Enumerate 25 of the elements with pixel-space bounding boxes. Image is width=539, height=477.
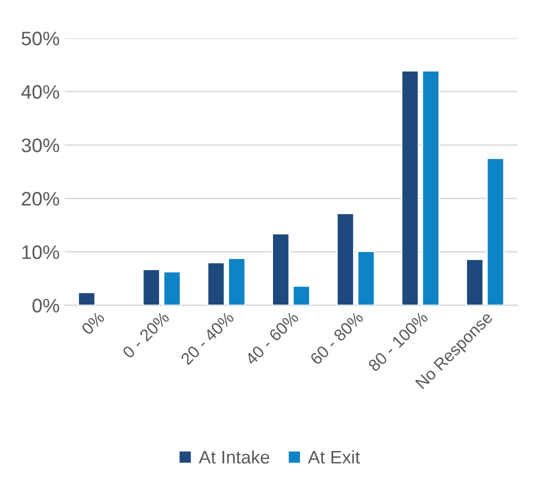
y-tick-label: 30%: [22, 138, 60, 152]
x-tick-label: 60 - 80%: [309, 310, 364, 366]
legend-label: At Intake: [198, 450, 270, 464]
bar: [400, 70, 420, 306]
bar: [292, 285, 311, 306]
y-tick-label: 40%: [21, 85, 60, 99]
x-tick-label: 40 - 60%: [244, 310, 300, 366]
bar: [142, 268, 160, 306]
bar: [272, 232, 290, 306]
y-tick-label: 50%: [22, 32, 60, 46]
y-tick-label: 20%: [22, 192, 60, 206]
bar: [206, 262, 226, 306]
bar: [228, 258, 246, 306]
bar: [78, 292, 96, 306]
x-tick-label: 0%: [80, 310, 106, 336]
bar: [356, 250, 376, 306]
bar: [466, 258, 484, 306]
legend-label: At Exit: [308, 450, 360, 464]
y-tick-label: 10%: [22, 245, 60, 260]
bar: [486, 158, 505, 306]
x-tick-label: 20 - 40%: [180, 310, 235, 366]
y-tick-label: 0%: [32, 298, 60, 313]
bar: [422, 70, 440, 306]
bar: [336, 212, 354, 306]
bar: [162, 270, 182, 306]
